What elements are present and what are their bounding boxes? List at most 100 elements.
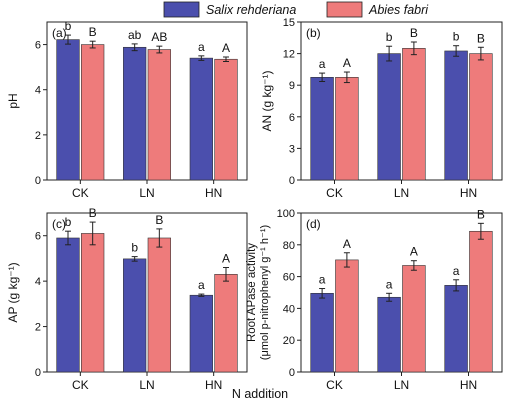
chart-panel-0: 0 2 4 6 b B CK ab AB LN a A HN (a) pH (6, 19, 248, 200)
significance-letter: A (343, 56, 351, 70)
x-tick-label: HN (205, 186, 222, 200)
significance-letter: B (477, 207, 485, 221)
y-axis-label: pH (6, 93, 20, 108)
chart-panel-1: 0 3 6 9 12 15 a A CK b B LN b B HN (b) AN (g kg⁻¹) (260, 17, 503, 200)
significance-letter: B (410, 26, 418, 40)
significance-letter: b (453, 30, 460, 44)
x-tick-label: LN (139, 186, 154, 200)
y-tick-label: 12 (283, 49, 295, 61)
bar-salix (310, 77, 334, 181)
figure-x-axis-label: N addition (232, 387, 288, 401)
y-tick-label: 0 (35, 175, 41, 187)
panel-label: (b) (306, 26, 321, 40)
y-axis-label-units: (μmol p-nitrophenyl g⁻¹ h⁻¹) (259, 225, 271, 360)
significance-letter: A (222, 41, 230, 55)
significance-letter: a (386, 277, 393, 291)
y-tick-label: 6 (35, 231, 41, 243)
panel-label: (c) (52, 217, 66, 231)
y-tick-label: 4 (35, 276, 41, 288)
bar-abies (402, 48, 426, 181)
bar-abies (469, 230, 493, 373)
y-axis-label: Root APase activity (246, 243, 258, 342)
bar-salix (56, 237, 80, 373)
bar-abies (402, 265, 426, 373)
bar-salix (444, 285, 468, 373)
y-axis-label: AN (g kg⁻¹) (260, 70, 274, 131)
significance-letter: B (477, 31, 485, 45)
y-tick-label: 0 (289, 367, 295, 379)
significance-letter: A (410, 245, 418, 259)
y-axis-label: AP (g kg⁻¹) (6, 262, 20, 322)
bar-salix (377, 296, 401, 373)
y-tick-label: 80 (283, 240, 295, 252)
x-tick-label: HN (460, 186, 477, 200)
significance-letter: a (453, 264, 460, 278)
bar-salix (310, 292, 334, 373)
x-tick-label: HN (460, 378, 477, 392)
bar-abies (214, 274, 238, 373)
bar-salix (377, 53, 401, 181)
y-tick-label: 0 (35, 367, 41, 379)
bar-salix (189, 57, 213, 181)
bar-abies (147, 49, 171, 181)
bar-abies (147, 237, 171, 373)
panel-label: (d) (306, 217, 321, 231)
chart-panel-2: 0 2 4 6 b B CK b B LN a A HN (c) AP (g kg⁻¹) (6, 206, 248, 392)
y-tick-label: 2 (35, 130, 41, 142)
y-tick-label: 9 (289, 80, 295, 92)
y-tick-label: 100 (277, 208, 295, 220)
legend-swatch-salix (163, 1, 200, 18)
y-tick-label: 6 (289, 112, 295, 124)
x-tick-label: CK (326, 378, 343, 392)
x-tick-label: CK (326, 186, 343, 200)
bar-abies (335, 77, 359, 181)
legend: Salix rehderiana Abies fabri (163, 1, 429, 18)
chart-panel-3: 0 20 40 60 80 100 a A CK a A LN a B HN (d) Root APase ac… (246, 207, 503, 392)
x-tick-label: HN (205, 378, 222, 392)
bar-salix (189, 294, 213, 373)
legend-label-abies: Abies fabri (368, 3, 429, 17)
bar-salix (444, 50, 468, 181)
bar-abies (81, 233, 105, 373)
y-tick-label: 2 (35, 322, 41, 334)
significance-letter: a (198, 40, 205, 54)
x-tick-label: CK (72, 378, 89, 392)
significance-letter: B (89, 206, 97, 220)
significance-letter: B (155, 213, 163, 227)
y-tick-label: 6 (35, 40, 41, 52)
significance-letter: b (65, 215, 72, 229)
significance-letter: A (343, 237, 351, 251)
bar-salix (123, 46, 147, 181)
x-tick-label: CK (72, 186, 89, 200)
y-tick-label: 15 (283, 17, 295, 29)
significance-letter: a (198, 278, 205, 292)
legend-swatch-abies (326, 1, 363, 18)
legend-label-salix: Salix rehderiana (206, 3, 296, 17)
y-tick-label: 40 (283, 303, 295, 315)
significance-letter: b (131, 241, 138, 255)
x-tick-label: LN (394, 378, 409, 392)
y-tick-label: 0 (289, 175, 295, 187)
bar-salix (123, 258, 147, 373)
y-tick-label: 4 (35, 85, 41, 97)
bar-salix (56, 39, 80, 181)
significance-letter: ab (128, 28, 142, 42)
y-tick-label: 3 (289, 143, 295, 155)
x-tick-label: LN (139, 378, 154, 392)
x-tick-label: LN (394, 186, 409, 200)
significance-letter: AB (151, 30, 167, 44)
significance-letter: B (89, 25, 97, 39)
significance-letter: b (65, 19, 72, 33)
y-tick-label: 20 (283, 335, 295, 347)
panel-label: (a) (52, 26, 67, 40)
bar-abies (469, 53, 493, 181)
significance-letter: b (386, 30, 393, 44)
y-tick-label: 60 (283, 272, 295, 284)
bar-abies (81, 44, 105, 181)
significance-letter: a (319, 273, 326, 287)
significance-letter: a (319, 57, 326, 71)
bar-abies (335, 259, 359, 373)
significance-letter: A (222, 252, 230, 266)
